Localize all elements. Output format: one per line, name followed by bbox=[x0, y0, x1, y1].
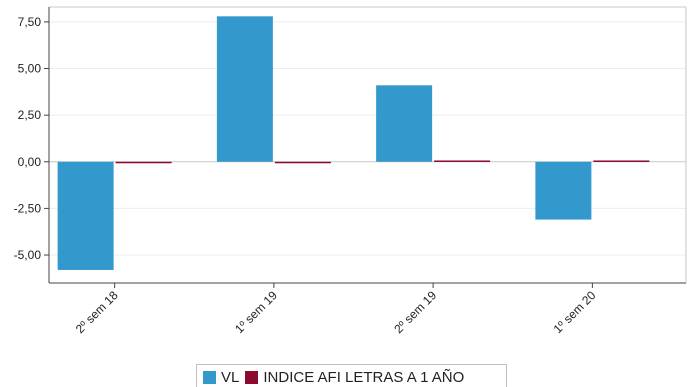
y-tick-labels: 7,50 5,00 2,50 0,00 -2,50 -5,00 bbox=[14, 15, 42, 262]
bar-indice-3[interactable] bbox=[593, 160, 650, 162]
bar-vl-3[interactable] bbox=[535, 161, 592, 220]
legend-label-vl: VL bbox=[221, 368, 240, 386]
legend-label-indice: INDICE AFI LETRAS A 1 AÑO bbox=[263, 368, 465, 386]
y-tick-label: 5,00 bbox=[18, 62, 42, 76]
legend-item-vl[interactable]: VL bbox=[203, 369, 239, 386]
y-tick-label: -5,00 bbox=[14, 248, 42, 262]
grid-lines bbox=[49, 21, 686, 256]
bar-indice-0[interactable] bbox=[115, 161, 172, 164]
x-tick-label: 2º sem 18 bbox=[73, 288, 121, 336]
axes bbox=[44, 6, 687, 288]
x-tick-label: 1º sem 20 bbox=[551, 288, 599, 336]
chart-legend: VL INDICE AFI LETRAS A 1 AÑO bbox=[196, 364, 507, 387]
x-tick-label: 2º sem 19 bbox=[391, 288, 439, 336]
bar-indice-2[interactable] bbox=[434, 160, 491, 162]
y-tick-label: 7,50 bbox=[18, 15, 42, 29]
bar-indice-1[interactable] bbox=[274, 161, 331, 164]
legend-item-indice[interactable]: INDICE AFI LETRAS A 1 AÑO bbox=[245, 369, 464, 386]
y-tick-label: 0,00 bbox=[18, 155, 42, 169]
legend-swatch-indice bbox=[245, 370, 259, 384]
y-tick-label: 2,50 bbox=[18, 108, 42, 122]
y-tick-label: -2,50 bbox=[14, 201, 42, 215]
bar-vl-0[interactable] bbox=[57, 161, 114, 270]
bar-vl-2[interactable] bbox=[376, 85, 433, 162]
x-tick-labels: 2º sem 18 1º sem 19 2º sem 19 1º sem 20 bbox=[73, 288, 599, 336]
legend-swatch-vl bbox=[203, 370, 216, 384]
x-tick-label: 1º sem 19 bbox=[232, 288, 280, 336]
bar-vl-1[interactable] bbox=[216, 16, 273, 162]
bars bbox=[57, 16, 650, 270]
